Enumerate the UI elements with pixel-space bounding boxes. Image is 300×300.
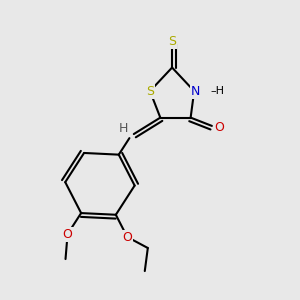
Text: S: S xyxy=(146,85,154,98)
Text: O: O xyxy=(214,121,224,134)
Text: –H: –H xyxy=(210,86,224,96)
Text: S: S xyxy=(168,34,176,48)
Text: O: O xyxy=(63,228,73,241)
Text: N: N xyxy=(191,85,200,98)
Text: H: H xyxy=(119,122,128,135)
Text: O: O xyxy=(122,230,132,244)
